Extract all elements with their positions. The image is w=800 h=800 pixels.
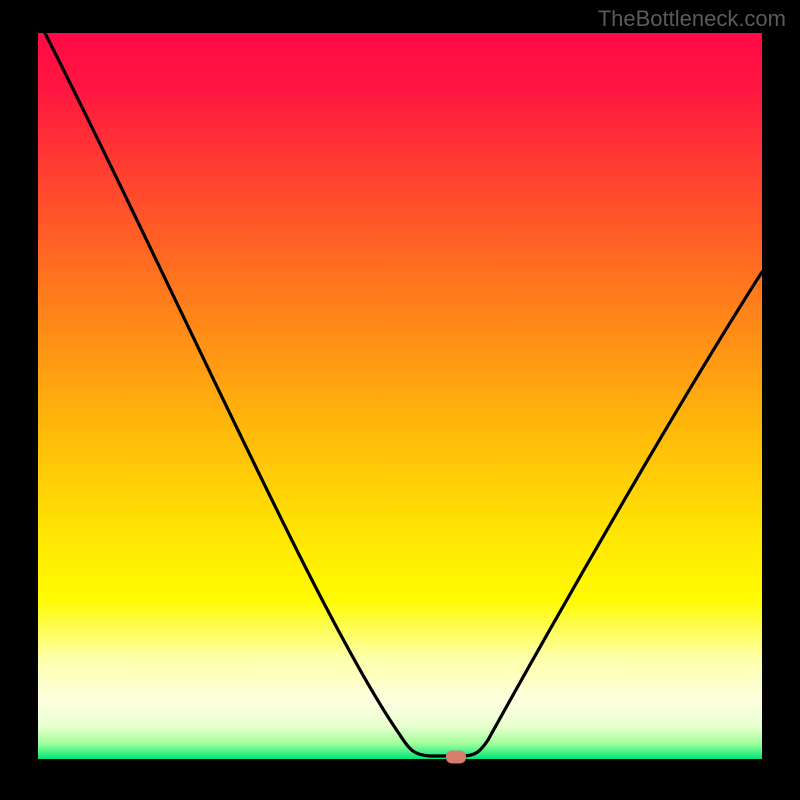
bottleneck-chart	[0, 0, 800, 800]
plot-background	[38, 33, 762, 759]
optimal-point-marker	[446, 751, 466, 764]
watermark-text: TheBottleneck.com	[598, 6, 786, 32]
chart-container: TheBottleneck.com	[0, 0, 800, 800]
